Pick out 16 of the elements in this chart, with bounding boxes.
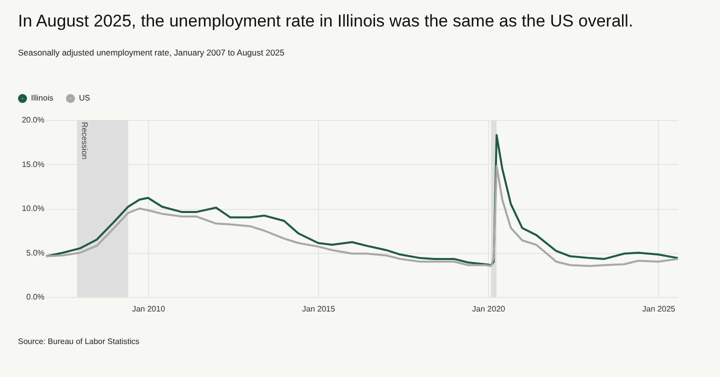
y-tick-label: 5.0%: [26, 248, 44, 258]
x-tick-label: Jan 2020: [472, 304, 506, 314]
band-label: Recession: [80, 122, 90, 160]
y-tick-label: 15.0%: [22, 160, 44, 169]
chart-subtitle: Seasonally adjusted unemployment rate, January 2007 to August 2025: [18, 48, 285, 58]
x-tick-label: Jan 2015: [302, 304, 336, 314]
x-tick-label: Jan 2010: [132, 304, 166, 314]
chart-title: In August 2025, the unemployment rate in Illinois was the same as the US overall.: [18, 12, 634, 30]
y-tick-label: 10.0%: [22, 204, 44, 213]
line-series: [45, 165, 679, 268]
x-tick-label: Jan 2025: [642, 304, 676, 314]
legend-label: US: [79, 94, 90, 102]
y-tick-label: 0.0%: [26, 292, 44, 302]
y-tick-label: 20.0%: [22, 116, 44, 124]
legend-label: Illinois: [31, 94, 54, 102]
source-note: Source: Bureau of Labor Statistics: [18, 337, 140, 346]
